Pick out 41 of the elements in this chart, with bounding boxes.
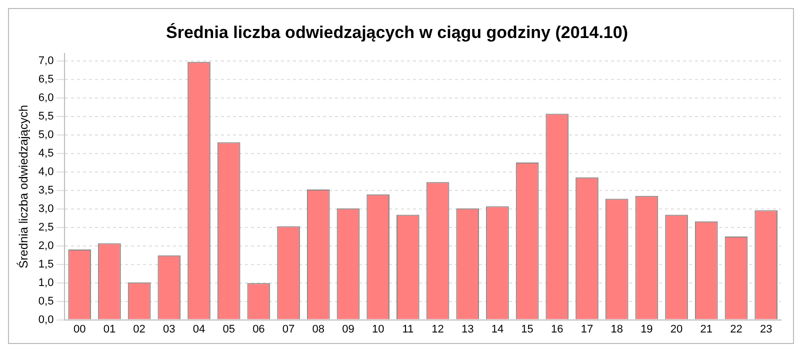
x-tick-label: 07 [282, 323, 295, 336]
y-tick-label: 1,5 [38, 258, 54, 270]
x-tick-label: 18 [610, 323, 623, 336]
y-tick-label: 0,0 [38, 314, 54, 326]
x-tick-label: 11 [402, 323, 414, 336]
y-tick-label: 5,0 [38, 128, 54, 141]
x-tick-label: 10 [372, 323, 384, 336]
y-axis-title: Średnia liczba odwiedzających [16, 104, 31, 268]
y-tick-label: 4,0 [38, 166, 54, 178]
y-tick-label: 2,0 [38, 240, 54, 252]
y-tick-label: 0,5 [38, 295, 54, 308]
x-tick-label: 17 [580, 323, 594, 336]
x-tick-label: 09 [342, 323, 354, 336]
x-tick-label: 23 [760, 323, 772, 336]
x-tick-label: 20 [670, 323, 683, 336]
x-tick-label: 00 [73, 323, 86, 336]
x-tick-label: 22 [730, 323, 742, 336]
y-tick-label: 4,5 [38, 147, 54, 160]
y-tick-label: 2,5 [38, 221, 54, 234]
y-tick-label: 7,0 [38, 54, 54, 67]
y-tick-label: 1,0 [38, 276, 54, 289]
x-tick-label: 12 [432, 323, 444, 336]
x-tick-label: 21 [700, 323, 713, 336]
y-tick-label: 6,5 [38, 73, 54, 86]
chart-title: Średnia liczba odwiedzających w ciągu godziny (2014.10) [166, 22, 628, 42]
x-tick-label: 15 [521, 323, 534, 336]
y-tick-label: 3,0 [38, 202, 54, 215]
x-tick-label: 02 [133, 323, 146, 336]
x-tick-label: 01 [103, 323, 116, 336]
x-tick-label: 06 [252, 323, 265, 336]
x-tick-label: 04 [192, 323, 206, 336]
x-tick-label: 14 [491, 323, 504, 336]
y-tick-label: 5,5 [38, 110, 54, 122]
y-tick-label: 6,0 [38, 92, 54, 104]
x-tick-label: 05 [222, 323, 235, 336]
y-tick-label: 3,5 [38, 184, 54, 196]
x-tick-label: 19 [640, 323, 653, 336]
x-tick-label: 13 [461, 323, 474, 336]
x-tick-label: 16 [551, 323, 564, 336]
x-tick-label: 08 [312, 323, 325, 336]
x-tick-label: 03 [163, 323, 176, 336]
